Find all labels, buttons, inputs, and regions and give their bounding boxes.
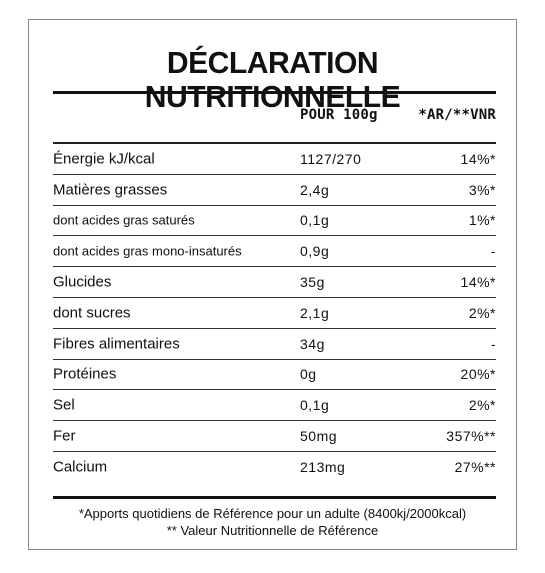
nutrient-name: Énergie kJ/kcal [53,150,155,168]
nutrient-ar: 1%* [468,212,496,229]
table-row: Glucides 35g 14%* [53,267,496,298]
table-row: Fibres alimentaires 34g - [53,329,496,360]
table-row: Calcium 213mg 27%** [53,452,496,483]
nutrient-ar: 20%* [460,366,496,383]
nutrient-per-100g: 0,1g [300,397,330,414]
table-row: dont sucres 2,1g 2%* [53,298,496,329]
nutrient-ar: 14%* [460,274,496,291]
table-row: dont acides gras mono-insaturés 0,9g - [53,236,496,268]
nutrition-table: Énergie kJ/kcal 1127/270 14%* Matières g… [53,144,496,483]
nutrient-name: Matières grasses [53,181,168,199]
nutrient-per-100g: 2,4g [300,181,330,198]
nutrient-per-100g: 35g [300,274,325,291]
nutrient-ar: 14%* [460,150,496,167]
footnote-vnr: ** Valeur Nutritionnelle de Référence [166,523,379,538]
table-row: Sel 0,1g 2%* [53,390,496,422]
header-per-100g: POUR 100g [300,107,378,123]
nutrient-ar: 3%* [468,181,496,198]
nutrient-ar: - [490,243,496,260]
footnote-ar: *Apports quotidiens de Référence pour un… [78,506,467,521]
table-row: Fer 50mg 357%** [53,421,496,452]
nutrient-ar: 2%* [468,304,496,321]
nutrient-ar: 27%** [454,459,496,476]
nutrient-ar: - [490,335,496,352]
nutrient-per-100g: 0g [300,366,317,383]
nutrient-ar: 357%** [446,428,496,445]
table-header: POUR 100g *AR/**VNR [53,107,496,129]
nutrient-name: Fer [53,427,76,445]
table-row: dont acides gras saturés 0,1g 1%* [53,206,496,237]
table-row: Matières grasses 2,4g 3%* [53,175,496,206]
nutrient-name: dont acides gras saturés [53,212,195,228]
header-ar-vnr: *AR/**VNR [418,107,496,123]
footer-divider [53,496,496,499]
footnotes: *Apports quotidiens de Référence pour un… [29,505,516,539]
nutrient-per-100g: 213mg [300,459,346,476]
nutrient-name: Sel [53,396,75,414]
nutrient-name: dont sucres [53,304,131,322]
nutrient-name: dont acides gras mono-insaturés [53,243,242,259]
nutrient-per-100g: 0,1g [300,212,330,229]
table-row: Énergie kJ/kcal 1127/270 14%* [53,144,496,175]
nutrient-per-100g: 0,9g [300,243,330,260]
nutrient-name: Calcium [53,458,108,476]
nutrient-name: Fibres alimentaires [53,335,180,353]
nutrient-per-100g: 2,1g [300,304,330,321]
title-divider [53,91,496,94]
nutrient-ar: 2%* [468,397,496,414]
nutrient-per-100g: 34g [300,335,325,352]
nutrient-per-100g: 1127/270 [300,150,362,167]
nutrient-name: Glucides [53,273,112,291]
table-row: Protéines 0g 20%* [53,360,496,391]
nutrition-label: DÉCLARATION NUTRITIONNELLE POUR 100g *AR… [28,19,517,550]
label-title: DÉCLARATION NUTRITIONNELLE [144,45,401,114]
nutrient-per-100g: 50mg [300,428,338,445]
header-divider [53,142,496,144]
nutrient-name: Protéines [53,365,117,383]
